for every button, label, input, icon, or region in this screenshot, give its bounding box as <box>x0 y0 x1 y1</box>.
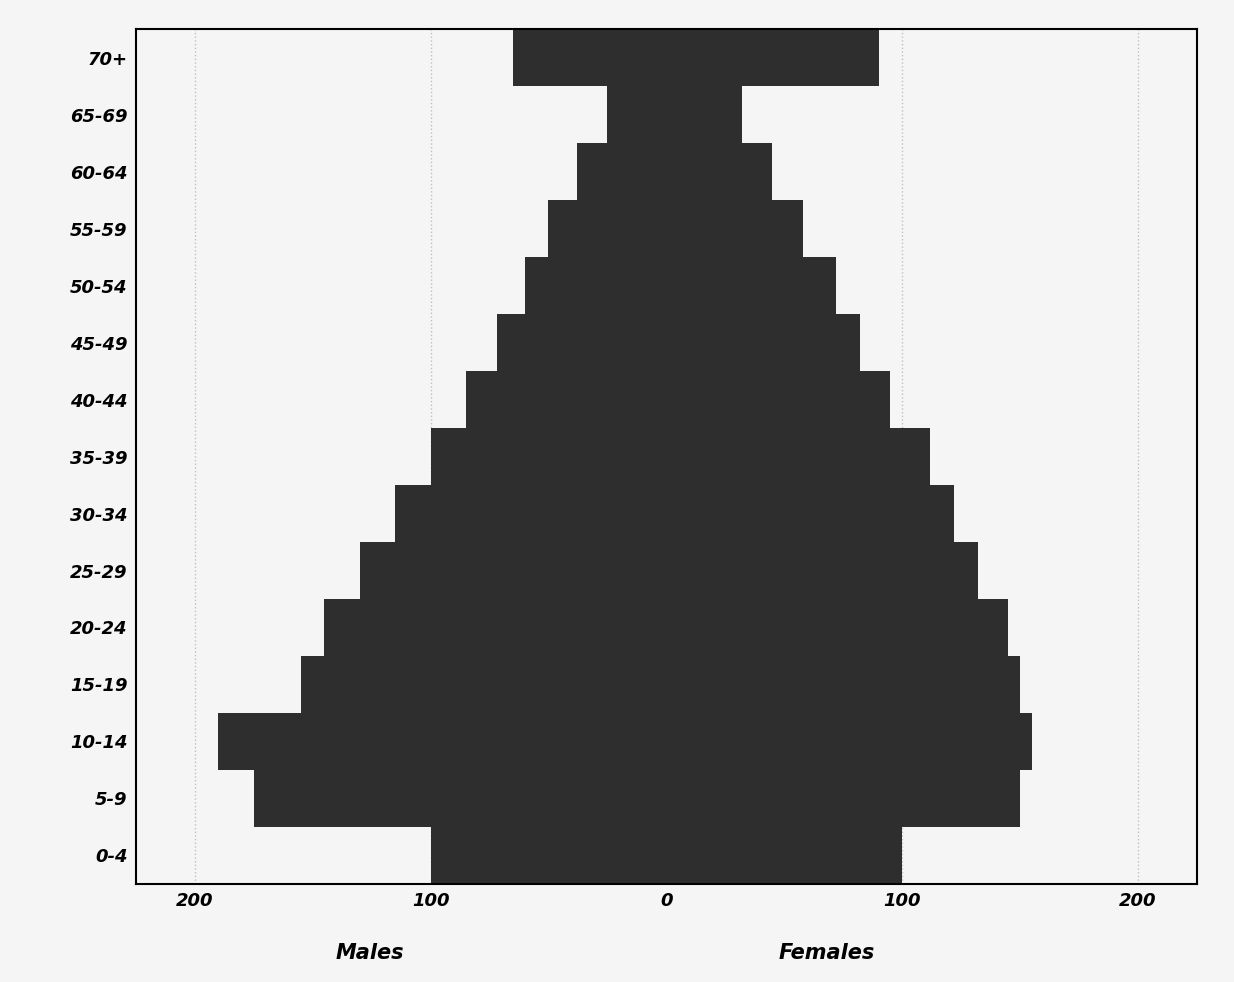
Bar <box>301 656 666 713</box>
Bar <box>325 599 666 656</box>
Bar <box>666 200 803 257</box>
Bar <box>254 770 666 827</box>
Text: Females: Females <box>779 943 875 962</box>
Bar <box>218 713 666 770</box>
Bar <box>431 827 666 884</box>
Bar <box>395 485 666 542</box>
Bar <box>666 599 1008 656</box>
Bar <box>666 371 891 428</box>
Bar <box>576 143 666 200</box>
Bar <box>666 542 977 599</box>
Bar <box>666 485 954 542</box>
Text: Males: Males <box>336 943 405 962</box>
Bar <box>548 200 666 257</box>
Bar <box>466 371 666 428</box>
Bar <box>666 713 1032 770</box>
Bar <box>666 314 860 371</box>
Bar <box>496 314 666 371</box>
Bar <box>360 542 666 599</box>
Bar <box>666 257 837 314</box>
Bar <box>666 428 930 485</box>
Bar <box>666 656 1021 713</box>
Bar <box>666 29 879 86</box>
Bar <box>607 86 666 143</box>
Bar <box>513 29 666 86</box>
Bar <box>666 143 772 200</box>
Bar <box>524 257 666 314</box>
Bar <box>431 428 666 485</box>
Bar <box>666 770 1021 827</box>
Bar <box>666 86 742 143</box>
Bar <box>666 827 902 884</box>
